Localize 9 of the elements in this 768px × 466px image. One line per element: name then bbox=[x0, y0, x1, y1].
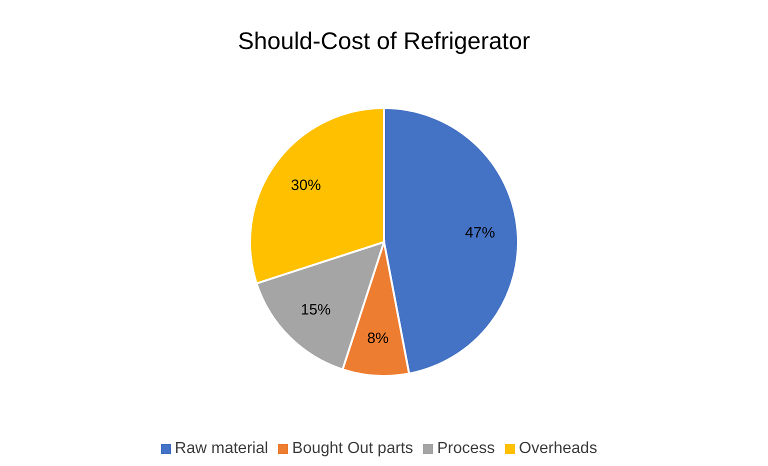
legend-label: Bought Out parts bbox=[292, 440, 414, 457]
legend-label: Overheads bbox=[518, 440, 598, 457]
chart-title: Should-Cost of Refrigerator bbox=[236, 27, 532, 57]
data-label: 8% bbox=[367, 330, 389, 347]
data-label: 30% bbox=[290, 176, 321, 194]
legend-label: Process bbox=[437, 440, 495, 457]
legend-label: Raw material bbox=[174, 440, 268, 457]
data-label: 47% bbox=[465, 224, 496, 242]
data-label: 15% bbox=[300, 302, 331, 319]
